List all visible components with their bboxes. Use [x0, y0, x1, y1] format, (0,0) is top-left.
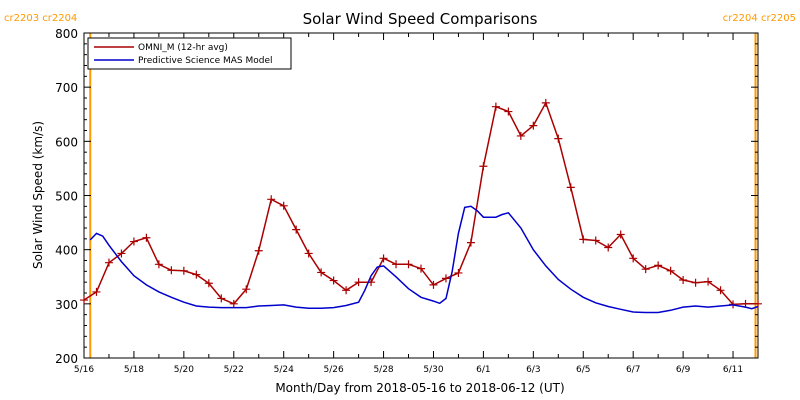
x-axis-label: Month/Day from 2018-05-16 to 2018-06-12 …: [275, 381, 564, 395]
rotation-marker-label: cr2203 cr2204: [4, 13, 77, 24]
series-line: [89, 205, 759, 314]
data-point: [104, 258, 113, 267]
x-tick-label: 5/24: [274, 365, 294, 375]
data-point: [129, 237, 138, 246]
data-point: [541, 98, 550, 107]
legend-box: [87, 37, 292, 70]
data-point: [192, 270, 201, 279]
x-tick-label: 5/30: [423, 365, 443, 375]
chart-title: Solar Wind Speed Comparisons: [303, 10, 538, 28]
x-tick-label: 5/26: [324, 365, 344, 375]
legend: OMNI_M (12-hr avg) Predictive Science MA…: [87, 37, 292, 70]
data-point: [454, 268, 463, 277]
x-tick-label: 6/3: [526, 365, 540, 375]
data-point: [516, 131, 525, 140]
data-point: [417, 264, 425, 273]
data-point: [142, 233, 151, 242]
data-point: [491, 102, 500, 111]
series-line: [83, 101, 758, 306]
data-point: [154, 260, 163, 269]
y-tick-label: 400: [55, 244, 78, 258]
legend-label-omni: OMNI_M (12-hr avg): [138, 43, 228, 53]
x-tick-label: 6/11: [723, 365, 743, 375]
axes: 200 300 400 500 600 700 800 5/16 5/18 5/20 5/22 5/2…: [55, 27, 759, 375]
data-point: [392, 260, 401, 269]
data-point: [704, 277, 713, 286]
y-axis-label: Solar Wind Speed (km/s): [31, 121, 45, 269]
data-point: [529, 121, 538, 130]
data-point: [641, 265, 650, 274]
data-point: [279, 201, 288, 210]
x-tick-label: 5/28: [373, 365, 393, 375]
data-point: [179, 266, 188, 275]
data-point: [304, 249, 313, 258]
data-point: [554, 134, 563, 143]
y-tick-label: 200: [55, 352, 78, 366]
data-point: [654, 261, 663, 270]
y-tick-label: 800: [55, 27, 78, 41]
x-tick-label: 6/5: [576, 365, 590, 375]
data-point: [629, 254, 638, 263]
data-point: [229, 299, 238, 308]
data-point: [504, 107, 513, 116]
data-point: [679, 276, 688, 284]
data-point: [267, 195, 276, 204]
data-point: [566, 183, 575, 192]
data-point: [591, 236, 600, 245]
data-point: [342, 286, 351, 295]
data-point: [616, 230, 625, 239]
data-point: [716, 286, 725, 295]
y-tick-label: 500: [55, 190, 78, 204]
data-point: [379, 254, 388, 263]
data-point: [354, 278, 363, 287]
data-point: [167, 266, 176, 275]
rotation-marker-label: cr2204 cr2205: [723, 13, 796, 24]
series: [80, 98, 762, 314]
data-point: [317, 268, 326, 277]
data-point: [117, 249, 126, 258]
data-point: [604, 243, 613, 252]
series-omni: [80, 98, 762, 309]
data-point: [466, 238, 475, 247]
data-point: [92, 287, 101, 296]
y-tick-label: 600: [55, 135, 78, 149]
data-point: [329, 276, 338, 285]
plot-frame: [83, 32, 759, 359]
x-tick-label: 6/1: [476, 365, 490, 375]
x-tick-label: 6/7: [626, 365, 640, 375]
data-point: [404, 260, 413, 269]
x-tick-label: 6/9: [676, 365, 691, 375]
data-point: [80, 296, 88, 305]
data-point: [579, 235, 588, 244]
legend-label-mas: Predictive Science MAS Model: [138, 56, 273, 66]
data-point: [254, 246, 263, 255]
series-mas: [89, 205, 759, 314]
data-point: [479, 162, 488, 171]
data-point: [204, 279, 213, 288]
data-point: [754, 299, 762, 308]
data-point: [217, 294, 226, 303]
data-point: [242, 285, 251, 294]
data-point: [429, 280, 438, 289]
data-point: [691, 278, 700, 287]
data-point: [441, 274, 450, 283]
x-tick-label: 5/16: [74, 365, 94, 375]
x-tick-label: 5/18: [124, 365, 144, 375]
y-tick-label: 300: [55, 298, 78, 312]
x-tick-label: 5/22: [224, 365, 244, 375]
data-point: [666, 266, 675, 275]
data-point: [292, 225, 301, 234]
y-tick-label: 700: [55, 81, 78, 95]
x-tick-label: 5/20: [174, 365, 194, 375]
